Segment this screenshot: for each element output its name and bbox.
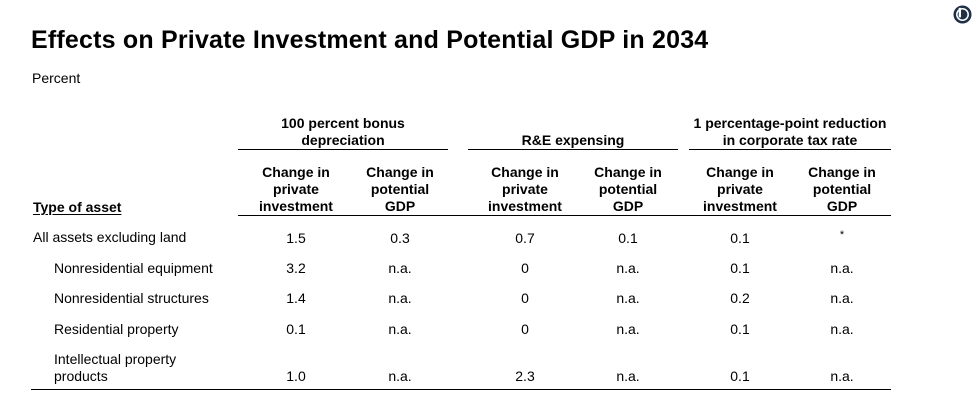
subheader-line: private <box>502 181 548 197</box>
table-cell: 0 <box>521 321 529 337</box>
table-cell: 1.5 <box>286 230 306 246</box>
subheader-line: Change in <box>594 164 662 180</box>
table-cell: n.a. <box>616 368 640 384</box>
table-cell: 0.1 <box>730 230 750 246</box>
table-cell: 0.2 <box>730 290 750 306</box>
row-label: Residential property <box>54 321 179 337</box>
subheader-line: GDP <box>612 198 644 214</box>
row-label: Nonresidential structures <box>54 290 209 306</box>
table-cell: 0.1 <box>730 260 750 276</box>
table-cell: n.a. <box>830 290 854 306</box>
subheader-line: Change in <box>366 164 434 180</box>
subheader-line: Change in <box>491 164 559 180</box>
table-cell: n.a. <box>616 260 640 276</box>
group-rule <box>468 149 678 150</box>
table-cell: n.a. <box>388 321 412 337</box>
row-label: All assets excluding land <box>33 229 187 245</box>
subheader-line: Change in <box>808 164 876 180</box>
subheader-line: investment <box>259 198 333 214</box>
table-cell: n.a. <box>830 321 854 337</box>
table-cell: 0.7 <box>515 230 535 246</box>
header-rule <box>238 215 891 216</box>
subheader-line: GDP <box>826 198 858 214</box>
table-cell: n.a. <box>388 290 412 306</box>
group-rule <box>689 149 891 150</box>
table-cell: n.a. <box>388 260 412 276</box>
table-cell: n.a. <box>830 260 854 276</box>
table-bottom-rule <box>31 389 891 390</box>
table-cell: * <box>839 229 845 241</box>
table-cell: 3.2 <box>286 260 306 276</box>
subheader-line: GDP <box>384 198 416 214</box>
subheader-line: investment <box>703 198 777 214</box>
group-header-line: R&E expensing <box>521 132 625 148</box>
subheader-private-investment: Change in private investment <box>475 164 575 215</box>
row-header-type-of-asset: Type of asset <box>33 199 122 215</box>
table-cell: n.a. <box>388 368 412 384</box>
group-header-line: 100 percent bonus <box>281 115 405 131</box>
table-cell: 0 <box>521 260 529 276</box>
subheader-private-investment: Change in private investment <box>246 164 346 215</box>
table-cell: n.a. <box>616 290 640 306</box>
subheader-line: potential <box>812 181 872 197</box>
table-cell: 2.3 <box>515 368 535 384</box>
table-cell: 0.3 <box>390 230 410 246</box>
row-label: Intellectual property products <box>54 351 176 385</box>
group-header-line: 1 percentage-point reduction <box>693 115 887 131</box>
cbo-logo-icon <box>953 5 972 24</box>
table-cell: n.a. <box>616 321 640 337</box>
table-cell: 1.4 <box>286 290 306 306</box>
subheader-line: Change in <box>706 164 774 180</box>
row-label-line: products <box>54 368 108 384</box>
table-cell: n.a. <box>830 368 854 384</box>
subheader-potential-gdp: Change in potential GDP <box>350 164 450 215</box>
subheader-private-investment: Change in private investment <box>690 164 790 215</box>
subheader-line: potential <box>370 181 430 197</box>
group-header-line: in corporate tax rate <box>722 132 858 148</box>
table-cell: 0 <box>521 290 529 306</box>
table-cell: 0.1 <box>730 368 750 384</box>
group-header-corporate-tax-rate: 1 percentage-point reduction in corporat… <box>682 115 898 149</box>
group-rule <box>238 149 448 150</box>
subheader-potential-gdp: Change in potential GDP <box>792 164 892 215</box>
subheader-line: potential <box>598 181 658 197</box>
subheader-potential-gdp: Change in potential GDP <box>578 164 678 215</box>
row-label: Nonresidential equipment <box>54 260 213 276</box>
table-cell: 1.0 <box>286 368 306 384</box>
units-label: Percent <box>32 70 81 86</box>
subheader-line: private <box>717 181 763 197</box>
group-header-bonus-depreciation: 100 percent bonus depreciation <box>238 115 448 149</box>
subheader-line: Change in <box>262 164 330 180</box>
table-cell: 0.1 <box>618 230 638 246</box>
table-cell: 0.1 <box>286 321 306 337</box>
page-title: Effects on Private Investment and Potent… <box>31 26 709 54</box>
group-header-line: depreciation <box>301 132 385 148</box>
group-header-re-expensing: R&E expensing <box>468 132 678 149</box>
row-label-line: Intellectual property <box>54 351 177 367</box>
table-cell: 0.1 <box>730 321 750 337</box>
subheader-line: private <box>273 181 319 197</box>
subheader-line: investment <box>488 198 562 214</box>
